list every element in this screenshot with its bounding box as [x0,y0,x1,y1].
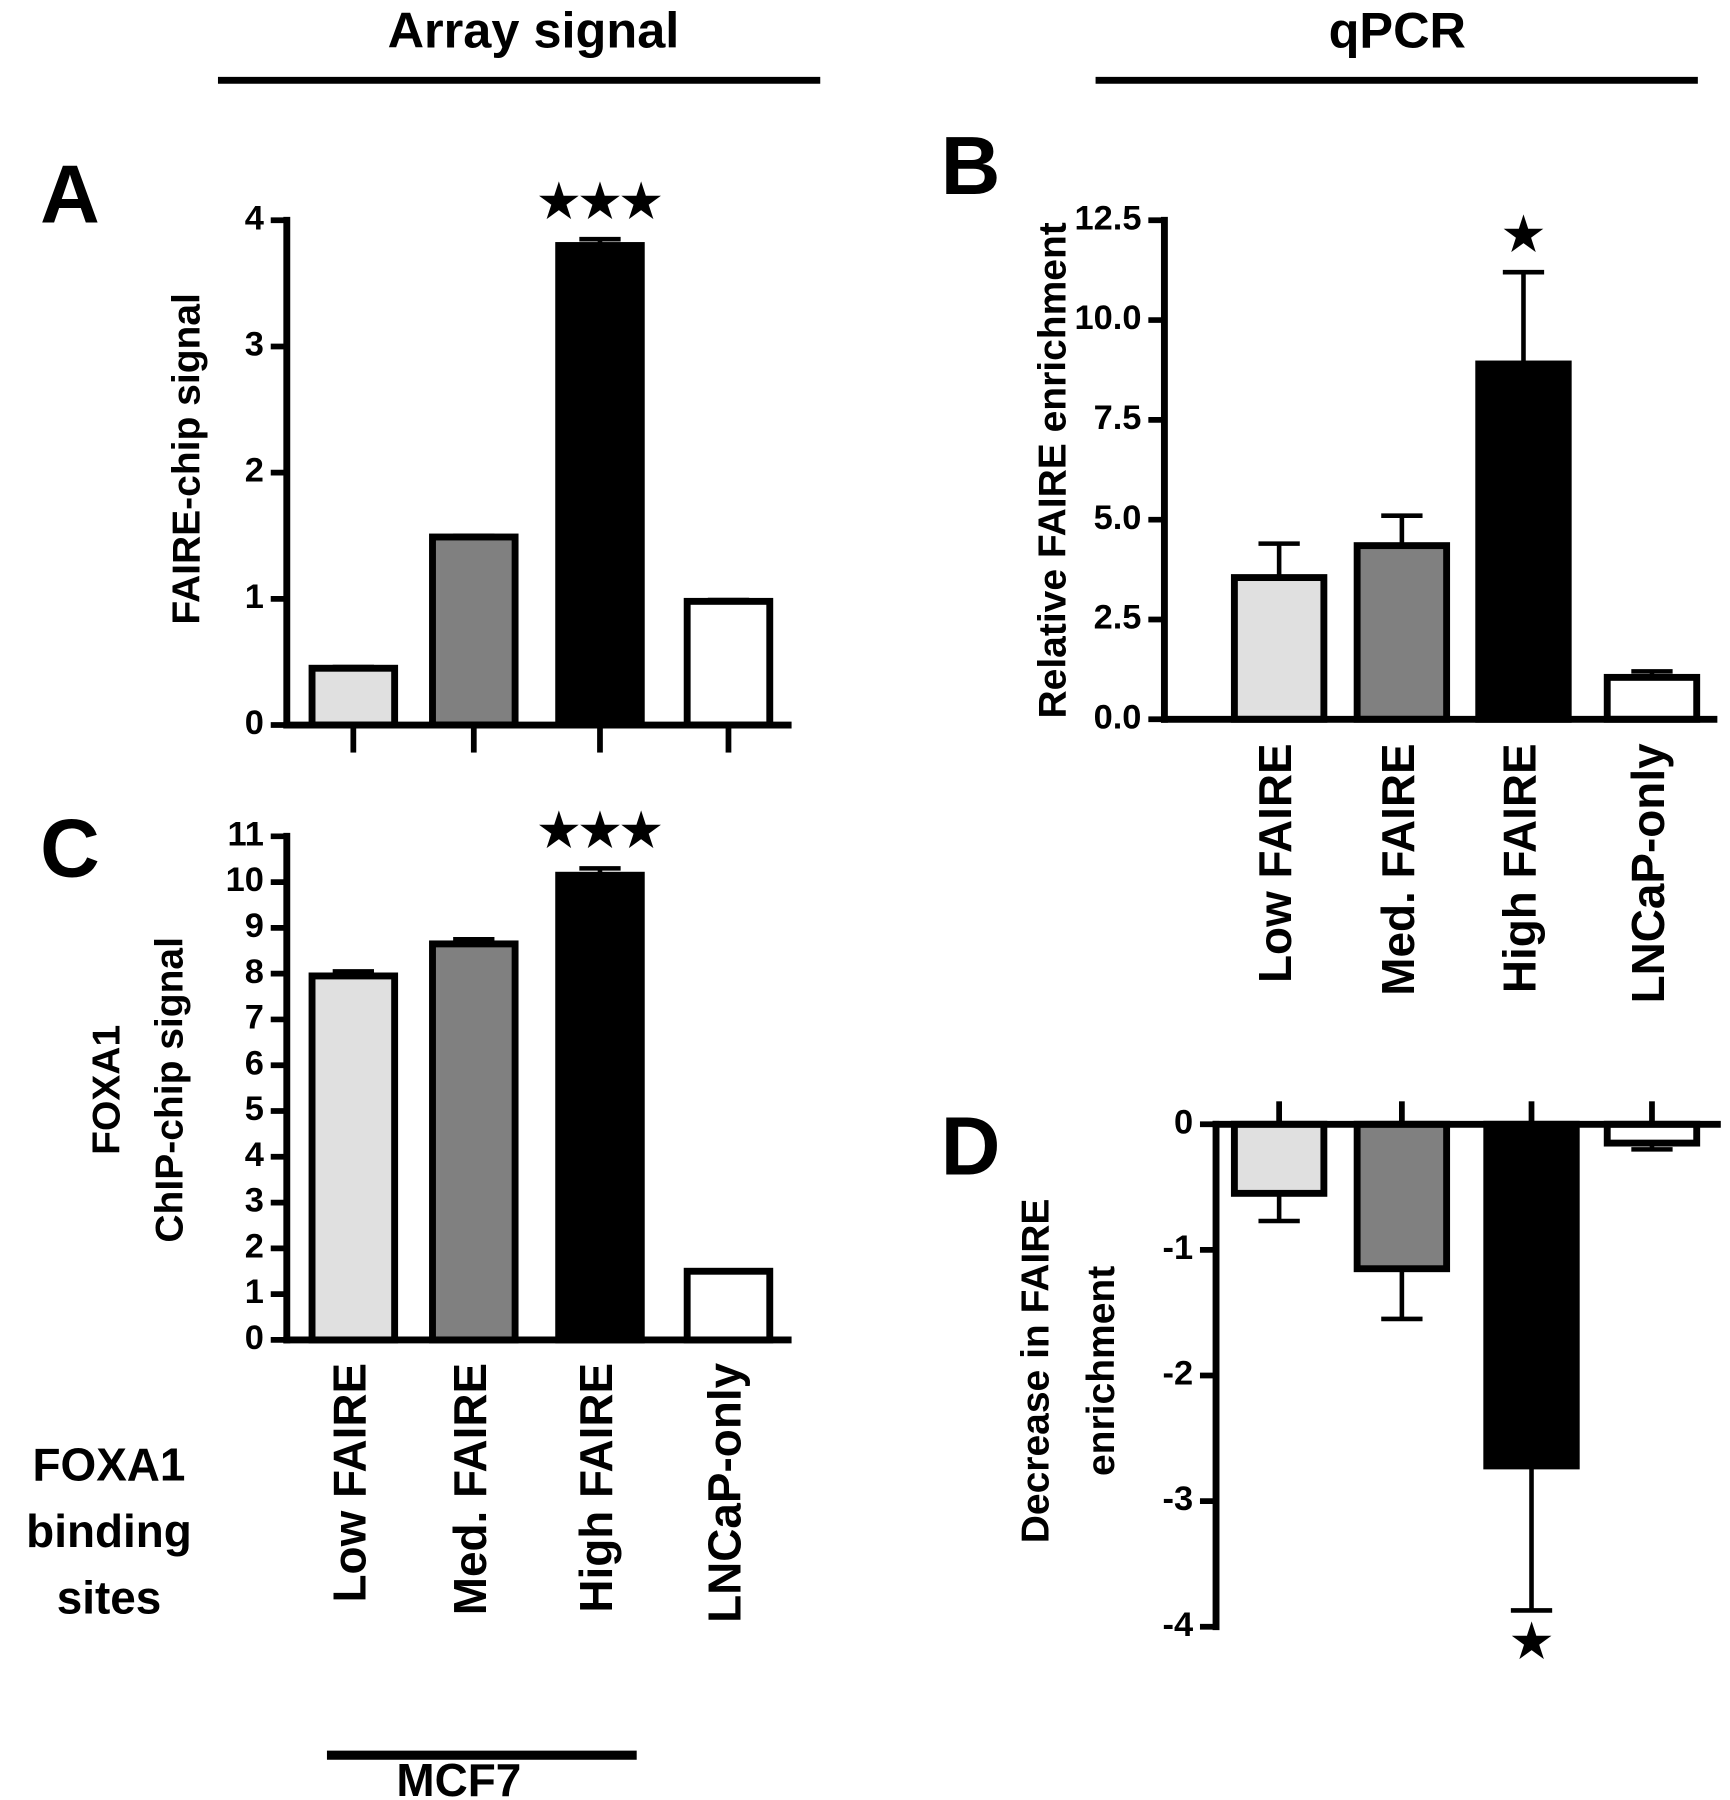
x-tick-label: Med. FAIRE [444,1363,496,1615]
bar [1353,1120,1451,1273]
bar [555,871,645,1344]
bar [1603,673,1701,723]
bar [555,242,645,729]
row-label: sites [57,1572,162,1624]
y-tick-label: 0 [1174,1103,1193,1141]
y-tick-label: 5 [245,1090,264,1128]
row-label: binding [26,1505,192,1557]
y-tick-label: -3 [1162,1480,1193,1518]
column-header: qPCR [1329,2,1466,59]
y-tick-label: 2 [245,452,264,490]
bar [429,940,519,1344]
bar [1230,574,1328,723]
y-tick-label: 3 [245,1182,264,1220]
y-tick-label: -4 [1162,1606,1193,1644]
y-tick-label: 0 [245,1319,264,1357]
x-tick-label: LNCaP-only [699,1362,751,1622]
y-tick-label: 9 [245,907,264,945]
panel-label: B [941,119,1001,212]
y-tick-label: 10.0 [1074,299,1141,337]
panel-label: C [40,801,100,894]
significance-marker: ★★★ [538,175,661,227]
row-label: FOXA1 [33,1439,186,1491]
bar [308,972,399,1344]
y-tick-label: 0 [245,704,264,742]
x-tick-label: High FAIRE [570,1363,622,1613]
y-tick-label: 12.5 [1074,199,1141,237]
y-tick-label: -2 [1162,1355,1193,1393]
column-header: Array signal [388,2,680,59]
bar [1475,360,1572,723]
y-tick-label: 4 [245,1136,264,1174]
y-tick-label: 8 [245,953,264,991]
panel-label: A [40,148,100,241]
y-tick-label: 4 [245,199,264,237]
x-tick-label: LNCaP-only [1622,743,1674,1003]
y-axis-label: ChIP-chip signal [148,937,191,1243]
significance-marker: ★★★ [538,804,661,856]
significance-marker: ★ [1511,1615,1552,1667]
x-tick-label: Low FAIRE [1249,743,1301,983]
y-tick-label: 5.0 [1094,499,1142,537]
group-label: MCF7 [396,1754,521,1800]
y-tick-label: 0.0 [1094,698,1142,736]
y-tick-label: 7 [245,999,264,1037]
y-tick-label: 2.5 [1094,599,1142,637]
x-tick-label: Low FAIRE [323,1363,375,1603]
y-tick-label: 10 [226,861,264,899]
bar [1230,1120,1328,1197]
bar [1483,1120,1580,1470]
x-tick-label: Med. FAIRE [1372,743,1424,995]
significance-marker: ★ [1503,208,1544,260]
bar [683,597,774,729]
x-tick-label: High FAIRE [1494,743,1546,993]
y-tick-label: 1 [245,578,264,616]
y-axis-label: FOXA1 [85,1025,128,1155]
bar [683,1267,774,1344]
y-axis-label: Decrease in FAIRE [1015,1199,1058,1544]
y-tick-label: 7.5 [1094,399,1142,437]
y-axis-label: FAIRE-chip signal [166,293,209,625]
bar [308,664,399,729]
panel-label: D [941,1100,1001,1193]
y-axis-label: Relative FAIRE enrichment [1032,222,1075,718]
y-axis-label: enrichment [1080,1266,1123,1476]
bar [1353,542,1451,723]
y-tick-label: 11 [227,815,263,853]
bar [429,533,519,729]
y-tick-label: 3 [245,326,264,364]
y-tick-label: 1 [245,1273,264,1311]
y-tick-label: -1 [1162,1229,1193,1267]
y-tick-label: 2 [245,1227,264,1265]
y-tick-label: 6 [245,1044,264,1082]
